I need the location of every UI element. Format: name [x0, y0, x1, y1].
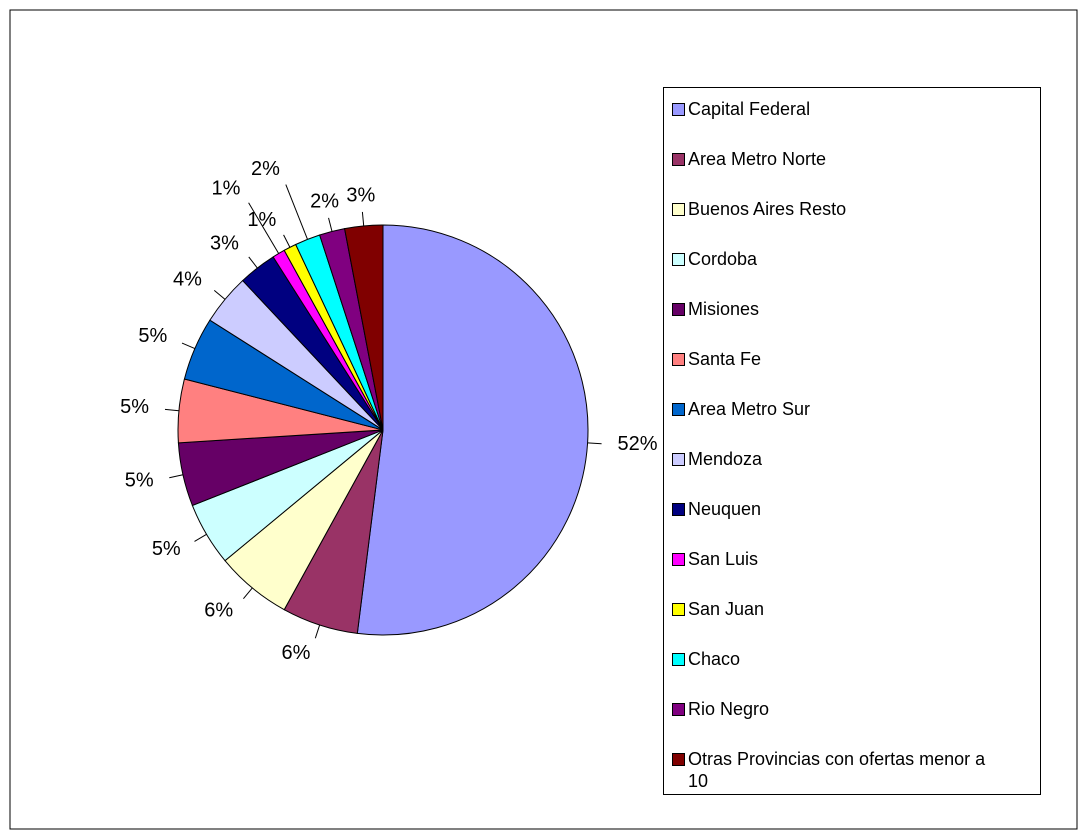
legend-label: San Juan — [688, 599, 765, 619]
leader-line — [164, 408, 179, 412]
leader-line — [248, 202, 280, 254]
legend-swatch — [672, 603, 685, 616]
legend-item: Area Metro Norte — [672, 148, 988, 170]
legend-label: Area Metro Sur — [688, 399, 811, 419]
legend-item: Buenos Aires Resto — [672, 198, 988, 220]
legend-swatch — [672, 653, 685, 666]
legend-item: Cordoba — [672, 248, 988, 270]
legend-label: San Luis — [688, 549, 759, 569]
legend-label: Cordoba — [688, 249, 758, 269]
leader-line — [248, 256, 258, 269]
legend-swatch — [672, 253, 685, 266]
data-label: 4% — [173, 268, 202, 290]
data-label: 3% — [346, 184, 375, 206]
leader-line — [328, 217, 333, 232]
legend-item: San Luis — [672, 548, 988, 570]
legend-swatch — [672, 203, 685, 216]
legend-label: Rio Negro — [688, 699, 770, 719]
data-label: 5% — [125, 470, 154, 492]
legend-item: Otras Provincias con ofertas menor a 10 — [672, 748, 988, 792]
legend-label: Mendoza — [688, 449, 763, 469]
legend-item: Rio Negro — [672, 698, 988, 720]
data-label: 2% — [310, 191, 339, 213]
data-label: 6% — [204, 599, 233, 621]
legend-item: Chaco — [672, 648, 988, 670]
leader-line — [194, 533, 207, 542]
data-label: 6% — [281, 642, 310, 664]
legend-swatch — [672, 303, 685, 316]
legend-swatch — [672, 553, 685, 566]
leader-line — [283, 234, 291, 248]
legend-swatch — [672, 153, 685, 166]
leader-line — [169, 474, 184, 479]
legend-label: Chaco — [688, 649, 741, 669]
legend-label: Area Metro Norte — [688, 149, 827, 169]
legend-item: Neuquen — [672, 498, 988, 520]
legend-item: Santa Fe — [672, 348, 988, 370]
chart-border — [9, 9, 1078, 830]
data-label: 2% — [251, 158, 280, 180]
legend: Capital Federal Area Metro Norte Buenos Ai… — [663, 87, 1041, 795]
leader-line — [314, 624, 321, 639]
legend-item: San Juan — [672, 598, 988, 620]
legend-label: Santa Fe — [688, 349, 762, 369]
leader-line — [213, 290, 226, 300]
legend-item: Area Metro Sur — [672, 398, 988, 420]
legend-label: Misiones — [688, 299, 760, 319]
legend-label: Buenos Aires Resto — [688, 199, 847, 219]
data-label: 3% — [210, 233, 239, 255]
pie-slice — [356, 224, 589, 636]
legend-label: Neuquen — [688, 499, 762, 519]
data-label: 5% — [120, 396, 149, 418]
legend-item: Capital Federal — [672, 98, 988, 120]
data-label: 52% — [618, 433, 658, 455]
leader-line — [285, 184, 308, 240]
legend-item: Mendoza — [672, 448, 988, 470]
legend-label: Capital Federal — [688, 99, 811, 119]
leader-line — [587, 442, 602, 445]
leader-line — [243, 587, 253, 600]
legend-item: Misiones — [672, 298, 988, 320]
data-label: 5% — [152, 538, 181, 560]
legend-swatch — [672, 103, 685, 116]
legend-swatch — [672, 403, 685, 416]
legend-swatch — [672, 353, 685, 366]
legend-swatch — [672, 703, 685, 716]
data-label: 1% — [247, 209, 276, 231]
legend-label: Otras Provincias con ofertas menor a 10 — [688, 749, 986, 791]
legend-swatch — [672, 753, 685, 766]
legend-swatch — [672, 503, 685, 516]
data-label: 1% — [212, 177, 241, 199]
data-label: 5% — [138, 325, 167, 347]
leader-line — [181, 342, 196, 350]
leader-line — [361, 211, 365, 226]
legend-swatch — [672, 453, 685, 466]
